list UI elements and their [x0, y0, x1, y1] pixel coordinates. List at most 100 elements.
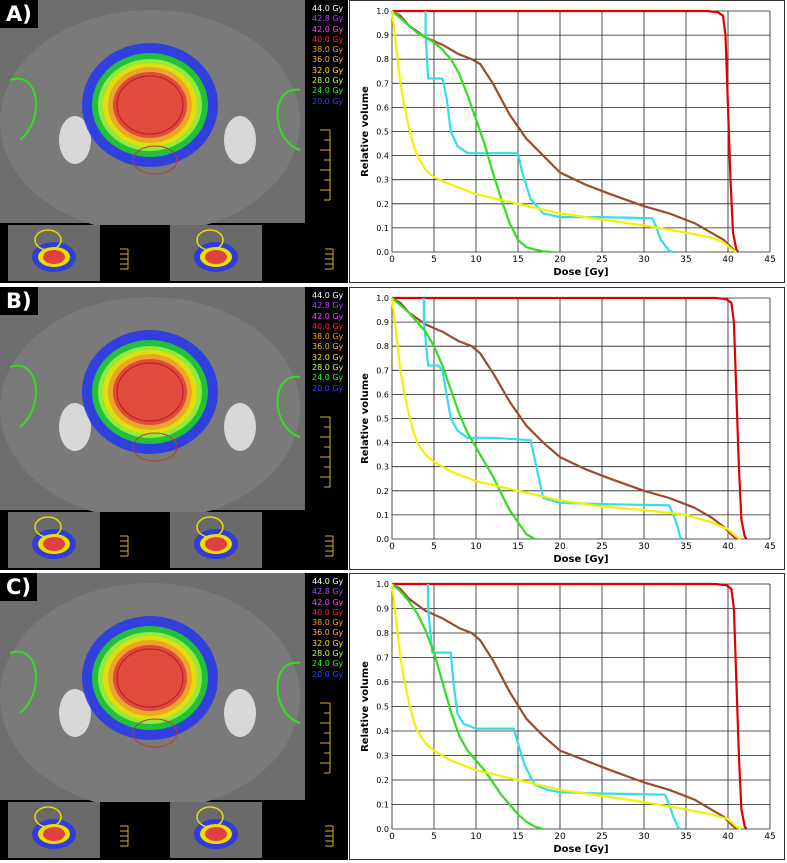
- isodose-legend-entry: 44.0 Gy: [312, 291, 344, 300]
- x-tick-label: 30: [638, 542, 650, 552]
- femoral-bone: [224, 403, 256, 451]
- isodose-legend: 44.0 Gy 42.8 Gy 42.0 Gy 40.0 Gy 38.0 Gy 36.0 …: [312, 4, 343, 107]
- y-tick-label: 0.9: [376, 605, 389, 614]
- x-tick-label: 10: [470, 542, 482, 552]
- x-axis-label: Dose [Gy]: [553, 554, 608, 565]
- femoral-bone: [59, 689, 91, 737]
- scale-ruler: [320, 416, 331, 488]
- dvh-curve: [424, 11, 674, 254]
- y-tick-label: 0.7: [376, 654, 389, 663]
- panel-row-b: B) 44.0 Gy 42.8 Gy 42.0 Gy 40.0 Gy 38.0 Gy 36…: [0, 287, 787, 570]
- femur-contour: [276, 661, 301, 724]
- thumbnail-sagittal: [8, 802, 100, 858]
- rectum-contour: [132, 432, 178, 462]
- isodose-legend-entry: 42.0 Gy: [312, 597, 344, 607]
- isodose-legend-entry: 36.0 Gy: [312, 342, 344, 352]
- y-tick-label: 0.2: [376, 487, 389, 496]
- panel-label: B): [0, 287, 38, 315]
- y-tick-label: 0.0: [376, 535, 389, 544]
- dvh-chart: 0 5 10 15 20 25 30 35 40 45 0.0 0.1 0.2 0.3 0.4 0.5 0.6 0…: [360, 294, 776, 565]
- isodose-legend-entry: 38.0 Gy: [312, 45, 344, 55]
- ct-dose-image: [0, 0, 348, 283]
- x-tick-label: 25: [596, 542, 607, 552]
- dvh-curve: [391, 583, 544, 831]
- dvh-curve: [391, 583, 738, 830]
- isodose-legend-entry: 28.0 Gy: [312, 363, 344, 373]
- scale-ruler: [325, 825, 334, 847]
- scale-ruler: [120, 535, 129, 557]
- plot-grid: [391, 297, 771, 540]
- y-axis-label: Relative volume: [360, 373, 371, 464]
- x-tick-label: 0: [389, 542, 395, 552]
- y-tick-label: 0.5: [376, 415, 389, 424]
- thumbnail-coronal: [170, 512, 262, 568]
- femur-contour: [9, 650, 37, 714]
- panel-label: C): [0, 573, 38, 601]
- y-tick-label: 0.2: [376, 200, 389, 209]
- x-tick-label: 15: [512, 832, 523, 842]
- x-tick-label: 45: [764, 255, 775, 265]
- dvh-curve: [391, 297, 536, 540]
- y-tick-label: 0.1: [376, 224, 389, 233]
- femoral-bone: [224, 116, 256, 164]
- y-tick-label: 0.1: [376, 801, 389, 810]
- x-tick-label: 45: [764, 832, 775, 842]
- x-tick-label: 10: [470, 255, 482, 265]
- x-tick-label: 40: [722, 542, 734, 552]
- x-tick-label: 35: [680, 255, 691, 265]
- isodose-legend-entry: 20.0 Gy: [312, 96, 344, 106]
- y-tick-label: 0.8: [376, 55, 389, 64]
- dvh-plot-panel: 0 5 10 15 20 25 30 35 40 45 0.0 0.1 0.2 0.3 0.4 0.5 0.6 0…: [349, 573, 785, 860]
- y-tick-label: 0.1: [376, 511, 389, 520]
- isodose-legend-entry: 36.0 Gy: [312, 628, 344, 638]
- x-axis-label: Dose [Gy]: [553, 844, 608, 855]
- y-tick-label: 0.8: [376, 629, 389, 638]
- isodose-legend: 44.0 Gy 42.8 Gy 42.0 Gy 40.0 Gy 38.0 Gy 36.0 …: [312, 577, 343, 680]
- x-tick-label: 45: [764, 542, 775, 552]
- isodose-legend-entry: 42.8 Gy: [312, 14, 344, 24]
- x-tick-label: 0: [389, 255, 395, 265]
- isodose-legend-entry: 24.0 Gy: [312, 659, 344, 669]
- scale-ruler: [120, 248, 129, 270]
- y-tick-label: 0.3: [376, 176, 389, 185]
- ct-image-panel: C) 44.0 Gy 42.8 Gy 42.0 Gy 40.0 Gy 38.0 Gy 36…: [0, 573, 348, 860]
- x-tick-label: 20: [554, 255, 566, 265]
- y-tick-label: 0.9: [376, 31, 389, 40]
- prostate-contour: [116, 75, 184, 135]
- y-tick-label: 0.9: [376, 318, 389, 327]
- panel-row-a: A) 44.0 Gy 42.8 Gy 42.0 Gy 40.0 Gy 38.0 Gy 36…: [0, 0, 787, 283]
- plot-grid: [391, 583, 771, 830]
- y-tick-label: 0.7: [376, 366, 389, 375]
- y-tick-label: 0.5: [376, 128, 389, 137]
- y-tick-label: 0.3: [376, 752, 389, 761]
- x-axis-label: Dose [Gy]: [553, 267, 608, 278]
- y-tick-label: 0.4: [376, 439, 389, 448]
- isodose-legend-entry: 38.0 Gy: [312, 332, 344, 342]
- femur-contour: [276, 88, 301, 151]
- thumbnail-coronal: [170, 225, 262, 281]
- x-tick-label: 15: [512, 542, 523, 552]
- dvh-curve: [391, 297, 738, 540]
- isodose-legend-entry: 44.0 Gy: [312, 4, 344, 13]
- x-tick-label: 30: [638, 255, 650, 265]
- isodose-legend-entry: 20.0 Gy: [312, 669, 344, 679]
- y-tick-label: 1.0: [376, 294, 389, 303]
- ct-image-panel: A) 44.0 Gy 42.8 Gy 42.0 Gy 40.0 Gy 38.0 Gy 36…: [0, 0, 348, 283]
- isodose-legend-entry: 28.0 Gy: [312, 76, 344, 86]
- scale-ruler: [325, 248, 334, 270]
- isodose-legend-entry: 32.0 Gy: [312, 638, 344, 648]
- x-tick-label: 40: [722, 255, 734, 265]
- isodose-legend-entry: 42.8 Gy: [312, 301, 344, 311]
- y-tick-label: 0.5: [376, 703, 389, 712]
- dvh-curve: [426, 584, 681, 830]
- isodose-40gy: [113, 359, 187, 425]
- dvh-plot-panel: 0 5 10 15 20 25 30 35 40 45 0.0 0.1 0.2 0.3 0.4 0.5 0.6 0…: [349, 287, 785, 570]
- dvh-curve: [390, 297, 742, 540]
- x-tick-label: 0: [389, 832, 395, 842]
- scale-ruler: [120, 825, 129, 847]
- x-tick-label: 5: [431, 255, 437, 265]
- isodose-legend-entry: 42.8 Gy: [312, 587, 344, 597]
- isodose-legend-entry: 42.0 Gy: [312, 24, 344, 34]
- y-axis-label: Relative volume: [360, 86, 371, 177]
- dvh-curve: [390, 583, 742, 830]
